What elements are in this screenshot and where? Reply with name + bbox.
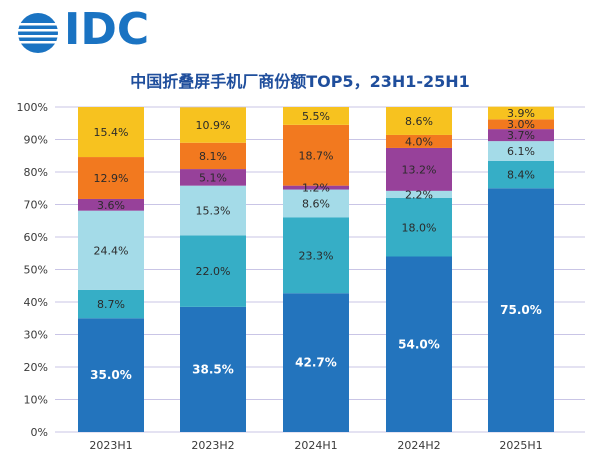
y-tick-label: 60% bbox=[24, 231, 48, 244]
data-labels: 35.0% 8.7% 24.4% 3.6% 12.9% 15.4% 38.5% 22.0% 15… bbox=[90, 107, 542, 382]
data-label: 35.0% bbox=[90, 368, 132, 382]
data-label: 3.9% bbox=[507, 107, 535, 120]
data-label: 23.3% bbox=[299, 249, 334, 262]
bar-segment bbox=[386, 134, 452, 148]
bar-segment bbox=[78, 157, 144, 199]
data-label: 54.0% bbox=[398, 337, 440, 351]
y-tick-label: 10% bbox=[24, 394, 48, 407]
x-tick-label: 2023H1 bbox=[89, 439, 132, 450]
data-label: 4.0% bbox=[405, 135, 433, 148]
bar-segment bbox=[180, 235, 246, 307]
data-label: 18.0% bbox=[402, 221, 437, 234]
bar-segment bbox=[283, 293, 349, 432]
y-tick-label: 40% bbox=[24, 296, 48, 309]
data-label: 8.7% bbox=[97, 298, 125, 311]
data-label: 8.1% bbox=[199, 150, 227, 163]
bar-segment bbox=[180, 142, 246, 170]
bars bbox=[78, 106, 554, 432]
bar-segment bbox=[283, 185, 349, 190]
y-tick-label: 70% bbox=[24, 199, 48, 212]
bar-segment bbox=[488, 160, 554, 189]
bar-segment bbox=[78, 289, 144, 319]
x-tick-label: 2024H1 bbox=[294, 439, 337, 450]
bar-segment bbox=[283, 124, 349, 186]
chart-title: 中国折叠屏手机厂商份额TOP5，23H1-25H1 bbox=[130, 72, 470, 91]
data-label: 8.6% bbox=[302, 198, 330, 211]
bar-segment bbox=[180, 107, 246, 143]
data-label: 75.0% bbox=[500, 303, 542, 317]
data-label: 3.0% bbox=[507, 118, 535, 131]
bar-segment bbox=[386, 147, 452, 191]
bar-segment bbox=[488, 141, 554, 161]
data-label: 3.7% bbox=[507, 129, 535, 142]
idc-logo-icon bbox=[18, 13, 58, 53]
data-label: 42.7% bbox=[295, 356, 337, 370]
bar-segment bbox=[488, 129, 554, 142]
y-axis-ticks: 0% 10% 20% 30% 40% 50% 60% 70% 80% 90% 100% bbox=[17, 101, 48, 439]
y-tick-label: 20% bbox=[24, 361, 48, 374]
bar-segment bbox=[78, 318, 144, 432]
bar-segment bbox=[180, 169, 246, 186]
data-label: 10.9% bbox=[196, 119, 231, 132]
data-label: 3.6% bbox=[97, 199, 125, 212]
data-label: 22.0% bbox=[196, 265, 231, 278]
bar-segment bbox=[386, 198, 452, 257]
y-tick-label: 90% bbox=[24, 134, 48, 147]
bar-segment bbox=[180, 306, 246, 432]
bar-segment bbox=[78, 107, 144, 158]
y-tick-label: 100% bbox=[17, 101, 48, 114]
x-tick-label: 2024H2 bbox=[397, 439, 440, 450]
brand-name: IDC bbox=[64, 4, 150, 55]
data-label: 1.2% bbox=[302, 182, 330, 195]
data-label: 12.9% bbox=[94, 172, 129, 185]
data-label: 15.4% bbox=[94, 126, 129, 139]
data-label: 13.2% bbox=[402, 163, 437, 176]
data-label: 8.6% bbox=[405, 115, 433, 128]
bar-segment bbox=[488, 119, 554, 130]
x-axis-ticks: 2023H1 2023H2 2024H1 2024H2 2025H1 bbox=[89, 439, 542, 450]
y-tick-label: 50% bbox=[24, 264, 48, 277]
bar-segment bbox=[283, 189, 349, 218]
bar-segment bbox=[488, 106, 554, 120]
data-label: 2.2% bbox=[405, 188, 433, 201]
data-label: 24.4% bbox=[94, 244, 129, 257]
data-label: 5.1% bbox=[199, 171, 227, 184]
bar-segment bbox=[78, 198, 144, 211]
data-label: 5.5% bbox=[302, 110, 330, 123]
bar-segment bbox=[488, 188, 554, 432]
data-label: 18.7% bbox=[299, 149, 334, 162]
bar-segment bbox=[180, 185, 246, 236]
bar-segment bbox=[283, 107, 349, 125]
bar-segment bbox=[386, 107, 452, 135]
bar-segment bbox=[283, 217, 349, 294]
data-label: 8.4% bbox=[507, 169, 535, 182]
y-tick-label: 80% bbox=[24, 166, 48, 179]
y-tick-label: 0% bbox=[31, 426, 48, 439]
data-label: 38.5% bbox=[192, 362, 234, 376]
y-tick-label: 30% bbox=[24, 329, 48, 342]
data-label: 6.1% bbox=[507, 145, 535, 158]
x-tick-label: 2023H2 bbox=[191, 439, 234, 450]
bar-segment bbox=[386, 190, 452, 198]
bar-segment bbox=[78, 210, 144, 290]
x-tick-label: 2025H1 bbox=[499, 439, 542, 450]
data-label: 15.3% bbox=[196, 205, 231, 218]
bar-segment bbox=[386, 256, 452, 432]
